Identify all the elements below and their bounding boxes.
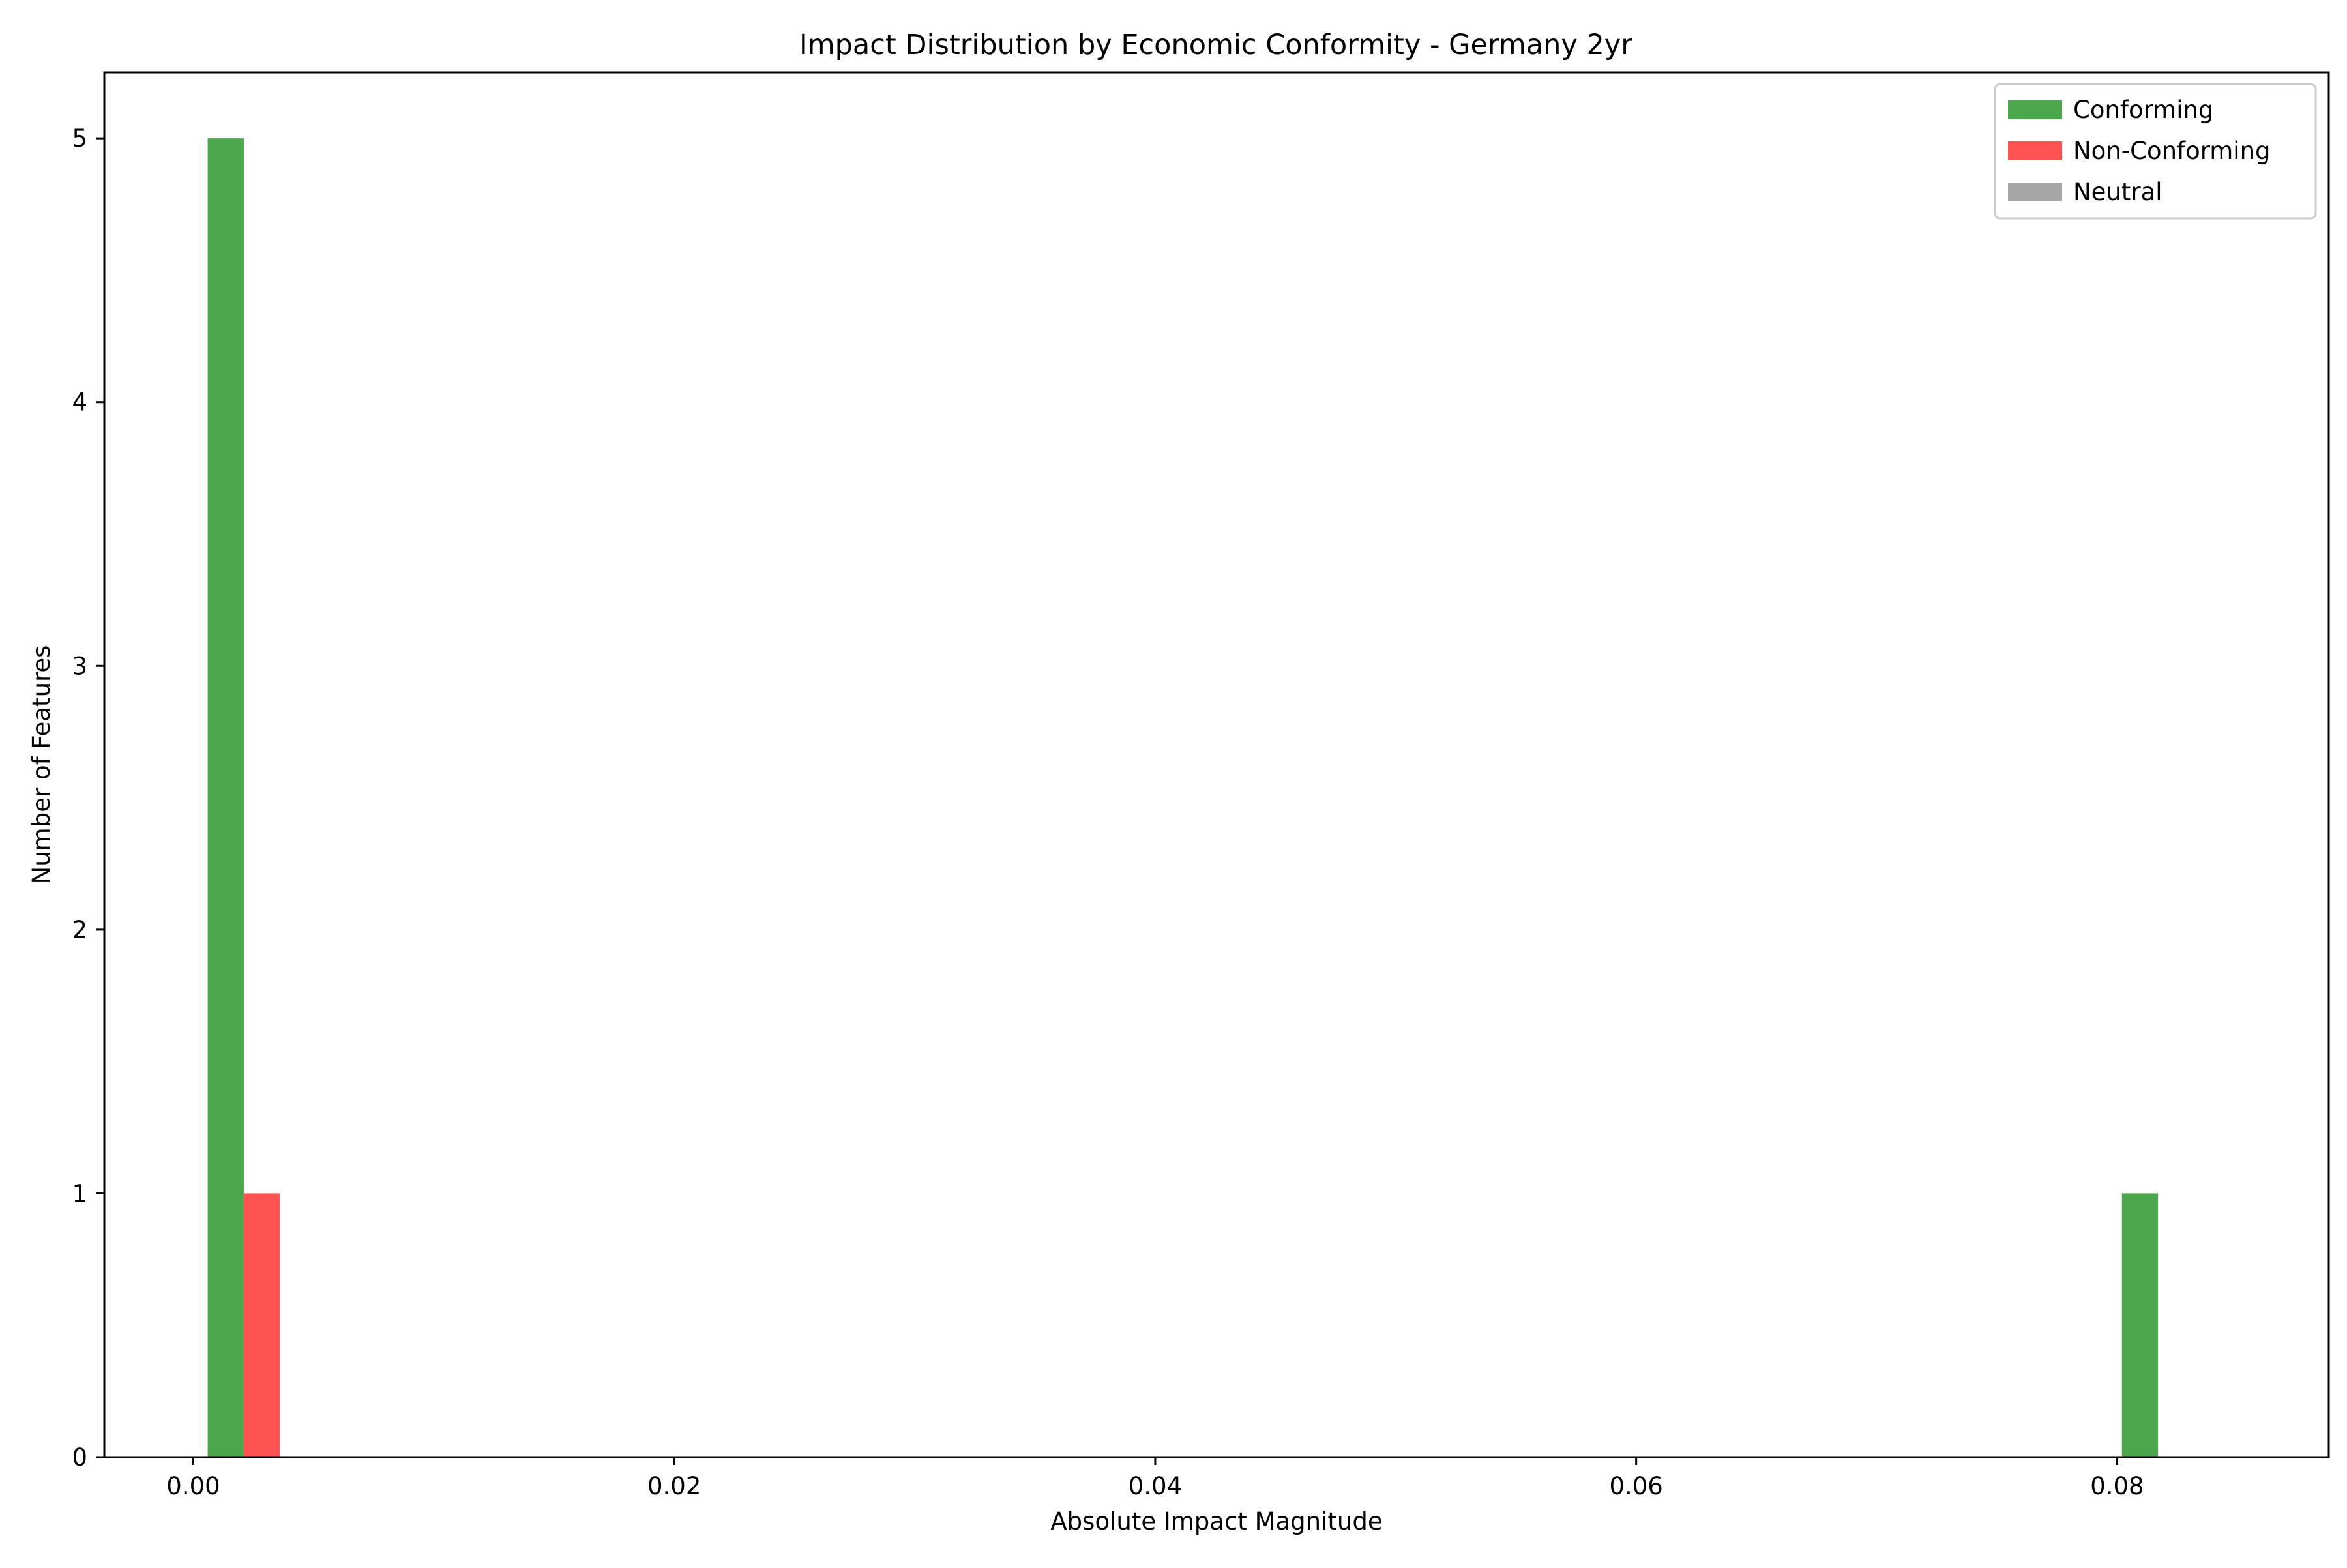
y-tick-label: 4: [72, 389, 87, 417]
y-tick-label: 5: [72, 125, 87, 153]
legend-label: Neutral: [2073, 178, 2162, 206]
chart-title: Impact Distribution by Economic Conformi…: [799, 29, 1632, 61]
legend-label: Conforming: [2073, 96, 2213, 124]
bar-conforming: [2121, 1193, 2159, 1457]
y-axis-ticks: 0 1 2 3 4 5: [72, 125, 104, 1472]
x-axis-ticks: 0.00 0.02 0.04 0.06 0.08: [166, 1457, 2144, 1500]
bar-conforming: [207, 138, 244, 1458]
legend: Conforming Non-Conforming Neutral: [1994, 83, 2317, 220]
y-tick-label: 3: [72, 652, 87, 680]
x-tick-label: 0.08: [2090, 1472, 2144, 1500]
x-tick-label: 0.04: [1129, 1472, 1182, 1500]
legend-swatch: [2008, 183, 2062, 201]
y-tick-label: 1: [72, 1179, 87, 1207]
plot-frame: [103, 71, 2330, 1458]
legend-frame: [1994, 83, 2317, 220]
y-axis-label: Number of Features: [27, 645, 55, 885]
x-tick-label: 0.02: [647, 1472, 701, 1500]
legend-items: Conforming Non-Conforming Neutral: [2008, 96, 2271, 206]
legend-label: Non-Conforming: [2073, 137, 2271, 165]
legend-swatch: [2008, 100, 2062, 119]
x-tick-label: 0.06: [1609, 1472, 1662, 1500]
y-tick-label: 2: [72, 916, 87, 944]
x-tick-label: 0.00: [166, 1472, 220, 1500]
bars-layer: [207, 138, 2159, 1458]
bar-non-conforming: [243, 1193, 280, 1457]
x-axis-label: Absolute Impact Magnitude: [1050, 1507, 1382, 1535]
y-tick-label: 0: [72, 1443, 87, 1472]
legend-swatch: [2008, 141, 2062, 160]
